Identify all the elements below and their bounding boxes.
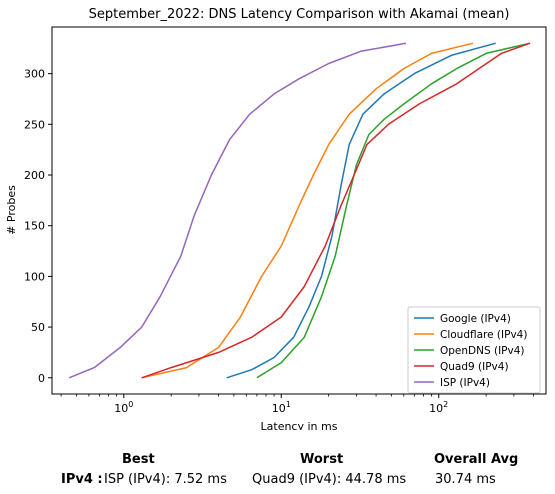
avg-value: 30.74 ms (435, 472, 496, 487)
avg-header: Overall Avg (434, 452, 519, 467)
worst-header: Worst (300, 452, 344, 467)
y-axis-label: # Probes (5, 185, 18, 235)
y-tick-label: 0 (38, 372, 45, 385)
legend-label: Cloudflare (IPv4) (440, 329, 527, 341)
chart-title: September_2022: DNS Latency Comparison w… (89, 7, 510, 22)
y-tick-label: 300 (24, 68, 45, 81)
worst-value: Quad9 (IPv4): 44.78 ms (252, 472, 407, 487)
series-line (141, 42, 474, 379)
y-tick-label: 150 (24, 220, 45, 233)
plot-area (68, 42, 531, 379)
x-tick-label: 102 (429, 400, 448, 415)
series-line (68, 42, 407, 379)
series-line (226, 42, 496, 379)
x-tick-label: 101 (272, 400, 291, 415)
legend-label: ISP (IPv4) (440, 377, 490, 389)
legend-label: Quad9 (IPv4) (440, 361, 509, 373)
y-tick-label: 100 (24, 270, 45, 283)
ipv4-row-label: IPv4 : (61, 472, 103, 487)
best-header: Best (122, 452, 155, 467)
y-tick-label: 200 (24, 169, 45, 182)
legend-box (407, 306, 541, 394)
best-value: ISP (IPv4): 7.52 ms (104, 472, 227, 487)
y-tick-label: 50 (31, 321, 45, 334)
legend-label: OpenDNS (IPv4) (440, 345, 525, 357)
series-line (256, 42, 531, 379)
legend: Google (IPv4) Cloudflare (IPv4) OpenDNS (I… (407, 306, 541, 394)
series-line (141, 42, 531, 379)
y-tick-label: 250 (24, 118, 45, 131)
x-tick-label: 100 (114, 400, 133, 415)
latency-chart: September_2022: DNS Latency Comparison w… (5, 7, 547, 430)
plot-frame (51, 26, 547, 395)
x-axis-label: Latency in ms (261, 420, 338, 430)
legend-label: Google (IPv4) (440, 313, 511, 325)
